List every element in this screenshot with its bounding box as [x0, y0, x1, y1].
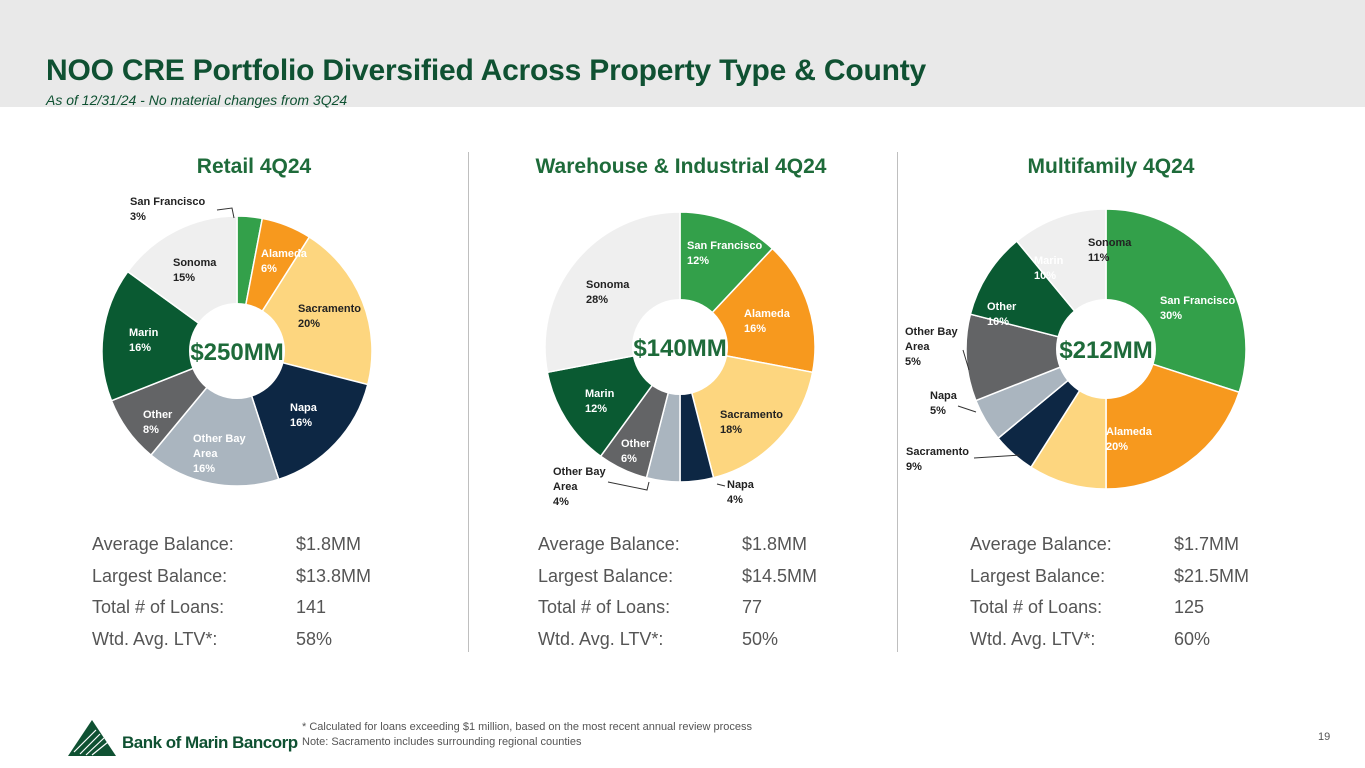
stat-label: Total # of Loans: [92, 597, 225, 617]
label-leader-line [957, 405, 977, 413]
column-divider [897, 152, 898, 652]
stat-row: Average Balance: $1.8MM [538, 534, 838, 566]
logo-text: Bank of Marin Bancorp [122, 733, 298, 752]
bank-logo: Bank of Marin Bancorp [66, 718, 298, 758]
slice-label-sacramento: Sacramento 20% [298, 303, 361, 330]
pie-slice-other [965, 313, 1109, 402]
chart-total-label: $250MM [190, 339, 283, 366]
tree-logo-icon [68, 720, 116, 756]
pie-slice-marin [101, 270, 239, 402]
slice-label-other: Other 8% [143, 409, 173, 436]
slice-label-napa: Napa 16% [290, 402, 318, 429]
stats-multifamily: Average Balance: $1.7MM Largest Balance: $2… [970, 534, 1270, 660]
chart-title-retail: Retail 4Q24 [196, 155, 312, 178]
slice-label-napa: Napa 4% [727, 479, 755, 506]
pie-chart-retail: $250MM San Francisco 3% Alameda 6% Sacramento… [101, 196, 373, 487]
page-title: NOO CRE Portfolio Diversified Across Pro… [46, 54, 927, 87]
stat-label: Average Balance: [970, 534, 1112, 554]
label-leader-line [973, 454, 1021, 459]
stat-row: Wtd. Avg. LTV*: 50% [538, 629, 838, 661]
page-subtitle: As of 12/31/24 - No material changes fro… [46, 92, 348, 108]
stat-row: Average Balance: $1.7MM [970, 534, 1270, 566]
slice-label-sonoma: Sonoma 11% [1088, 237, 1132, 264]
chart-total-label: $140MM [633, 335, 726, 362]
chart-total-label: $212MM [1059, 337, 1152, 364]
stat-value: 77 [742, 597, 763, 617]
stat-row: Largest Balance: $13.8MM [92, 566, 392, 598]
stat-value: $1.8MM [742, 534, 808, 554]
slice-label-marin: Marin 12% [585, 388, 615, 415]
stat-value: 141 [296, 597, 327, 617]
slice-label-other: Other 6% [621, 438, 651, 465]
stat-row: Wtd. Avg. LTV*: 58% [92, 629, 392, 661]
stat-value: 60% [1174, 628, 1211, 649]
pie-chart-multifamily: $212MM San Francisco 30% Alameda 20% Sacramen… [905, 208, 1247, 490]
stat-value: $1.7MM [1174, 534, 1240, 554]
donut-hole [1056, 299, 1156, 399]
stat-label: Largest Balance: [970, 565, 1106, 586]
stat-row: Total # of Loans: 141 [92, 597, 392, 629]
stat-row: Largest Balance: $21.5MM [970, 566, 1270, 598]
stats-warehouse: Average Balance: $1.8MM Largest Balance: $1… [538, 534, 838, 660]
stat-label: Wtd. Avg. LTV*: [538, 628, 664, 649]
pie-chart-warehouse: $140MM San Francisco 12% Alameda 16% Sacramen… [544, 211, 816, 508]
slice-label-sacramento: Sacramento 18% [720, 409, 783, 436]
stat-label: Total # of Loans: [970, 597, 1103, 617]
slice-label-san-francisco: San Francisco 12% [687, 240, 762, 267]
stat-row: Total # of Loans: 125 [970, 597, 1270, 629]
slice-label-other-bay-area: Other Bay Area 16% [193, 433, 246, 475]
stat-label: Average Balance: [92, 534, 234, 554]
label-leader-line [607, 481, 650, 491]
slice-label-alameda: Alameda 20% [1106, 426, 1153, 453]
stat-row: Largest Balance: $14.5MM [538, 566, 838, 598]
label-leader-line [216, 207, 235, 219]
slice-label-alameda: Alameda 16% [744, 308, 791, 335]
donut-hole [189, 303, 285, 399]
slice-label-other: Other 10% [987, 301, 1017, 328]
slice-label-marin: Marin 16% [129, 327, 159, 354]
slice-label-alameda: Alameda 6% [261, 248, 308, 275]
label-leader-line [962, 349, 970, 371]
stat-label: Total # of Loans: [538, 597, 671, 617]
slice-label-san-francisco: San Francisco 30% [1160, 295, 1235, 322]
stat-row: Wtd. Avg. LTV*: 60% [970, 629, 1270, 661]
stat-label: Largest Balance: [538, 565, 674, 586]
stat-value: 50% [742, 628, 779, 649]
stat-label: Wtd. Avg. LTV*: [970, 628, 1096, 649]
stat-label: Wtd. Avg. LTV*: [92, 628, 218, 649]
stats-retail: Average Balance: $1.8MM Largest Balance: $1… [92, 534, 392, 660]
slice-label-napa: Napa 5% [930, 390, 958, 417]
label-leader-line [716, 483, 726, 487]
header-band [0, 0, 1365, 107]
slice-label-other-bay-area: Other Bay Area 5% [905, 326, 958, 368]
column-divider [468, 152, 469, 652]
slice-label-marin: Marin 10% [1034, 255, 1064, 282]
footnote-ltv: * Calculated for loans exceeding $1 mill… [302, 721, 753, 733]
slice-label-san-francisco: San Francisco 3% [130, 196, 205, 223]
stat-value: $1.8MM [296, 534, 362, 554]
slice-label-sonoma: Sonoma 28% [586, 279, 630, 306]
chart-title-multifamily: Multifamily 4Q24 [1027, 155, 1195, 178]
chart-title-warehouse: Warehouse & Industrial 4Q24 [535, 155, 827, 178]
stat-row: Total # of Loans: 77 [538, 597, 838, 629]
page-number: 19 [1318, 731, 1331, 743]
stat-row: Average Balance: $1.8MM [92, 534, 392, 566]
slice-label-sacramento: Sacramento 9% [906, 446, 969, 473]
stat-value: $14.5MM [742, 565, 818, 586]
stat-value: $13.8MM [296, 565, 372, 586]
donut-hole [632, 299, 728, 395]
footnote-sacramento: Note: Sacramento includes surrounding re… [302, 736, 582, 748]
stat-label: Average Balance: [538, 534, 680, 554]
slice-label-other-bay-area: Other Bay Area 4% [553, 466, 606, 508]
stat-value: 58% [296, 628, 333, 649]
stat-value: $21.5MM [1174, 565, 1250, 586]
slice-label-sonoma: Sonoma 15% [173, 257, 217, 284]
stat-label: Largest Balance: [92, 565, 228, 586]
stat-value: 125 [1174, 597, 1205, 617]
